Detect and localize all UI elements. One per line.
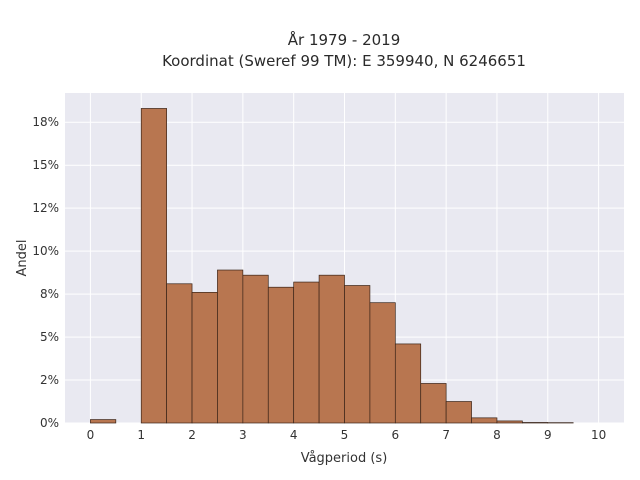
histogram-bar	[420, 383, 447, 424]
chart-title-line-2: Koordinat (Sweref 99 TM): E 359940, N 62…	[162, 52, 526, 70]
histogram-bar	[318, 274, 345, 424]
bars	[90, 108, 574, 424]
y-tick-label: 18%	[32, 115, 59, 129]
histogram-bar	[344, 285, 371, 424]
x-tick-label: 8	[493, 428, 501, 442]
histogram-bar	[394, 343, 422, 424]
y-tick-label: 5%	[40, 330, 59, 344]
histogram-bar	[522, 422, 549, 424]
x-tick-label: 10	[591, 428, 606, 442]
histogram-bar	[369, 302, 396, 424]
y-tick-label: 10%	[32, 244, 59, 258]
x-tick-label: 6	[391, 428, 399, 442]
histogram-bar	[293, 281, 320, 424]
x-tick-label: 2	[188, 428, 196, 442]
histogram-bar	[445, 401, 472, 424]
x-tick-label: 5	[341, 428, 349, 442]
y-tick-label: 15%	[32, 158, 59, 172]
x-tick-label: 9	[544, 428, 552, 442]
x-tick-labels: 0 1 2 3 4 5 6 7 8 9 10	[87, 428, 607, 442]
x-tick-label: 0	[87, 428, 95, 442]
x-tick-label: 7	[442, 428, 450, 442]
y-tick-label: 12%	[32, 201, 59, 215]
histogram-bar	[166, 283, 193, 424]
histogram-bar	[90, 419, 117, 424]
histogram-bar	[217, 269, 244, 424]
y-tick-label: 0%	[40, 416, 59, 430]
histogram-bar	[471, 417, 498, 424]
y-tick-label: 8%	[40, 287, 59, 301]
x-tick-label: 1	[137, 428, 145, 442]
y-tick-labels: 0% 2% 5% 8% 10% 12% 15% 18%	[32, 115, 59, 430]
y-axis-label: Andel	[15, 240, 30, 277]
x-tick-label: 3	[239, 428, 247, 442]
histogram-bar	[267, 286, 295, 424]
histogram-bar	[140, 108, 167, 424]
chart-title-line-1: År 1979 - 2019	[288, 30, 401, 49]
histogram-bar	[191, 292, 218, 424]
y-tick-label: 2%	[40, 373, 59, 387]
x-axis-label: Vågperiod (s)	[301, 451, 388, 466]
histogram-bar	[242, 274, 269, 424]
histogram-bar	[496, 420, 523, 424]
x-tick-label: 4	[290, 428, 298, 442]
